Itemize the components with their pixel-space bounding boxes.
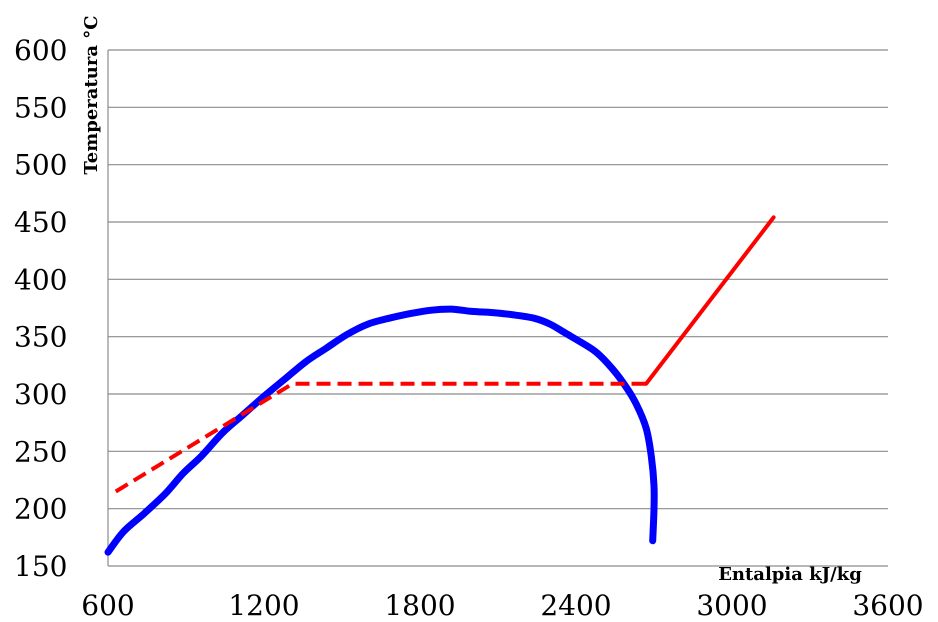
x-axis-title: Entalpia kJ/kg <box>718 564 862 585</box>
y-tick-label-400: 400 <box>14 263 67 296</box>
x-tick-label-2400: 2400 <box>540 589 611 622</box>
y-tick-label-350: 350 <box>14 321 67 354</box>
y-tick-label-600: 600 <box>14 34 67 67</box>
x-tick-label-3000: 3000 <box>696 589 767 622</box>
x-tick-label-1800: 1800 <box>384 589 455 622</box>
y-tick-label-200: 200 <box>14 493 67 526</box>
y-tick-label-450: 450 <box>14 206 67 239</box>
x-tick-label-1200: 1200 <box>228 589 299 622</box>
series-line-2 <box>114 381 647 494</box>
x-tick-label-3600: 3600 <box>852 589 923 622</box>
series-line-3 <box>644 215 776 386</box>
y-tick-label-500: 500 <box>14 149 67 182</box>
y-tick-label-150: 150 <box>14 550 67 583</box>
y-axis-title: Temperatura °C <box>81 15 102 174</box>
y-tick-label-250: 250 <box>14 435 67 468</box>
grid-layer <box>108 49 888 567</box>
y-tick-label-550: 550 <box>14 91 67 124</box>
label-layer: Temperatura °C Entalpia kJ/kg 150 200 250 3… <box>14 15 924 622</box>
series-layer <box>104 215 776 556</box>
series-line-1 <box>104 305 658 556</box>
y-tick-label-300: 300 <box>14 378 67 411</box>
x-tick-label-600: 600 <box>81 589 134 622</box>
